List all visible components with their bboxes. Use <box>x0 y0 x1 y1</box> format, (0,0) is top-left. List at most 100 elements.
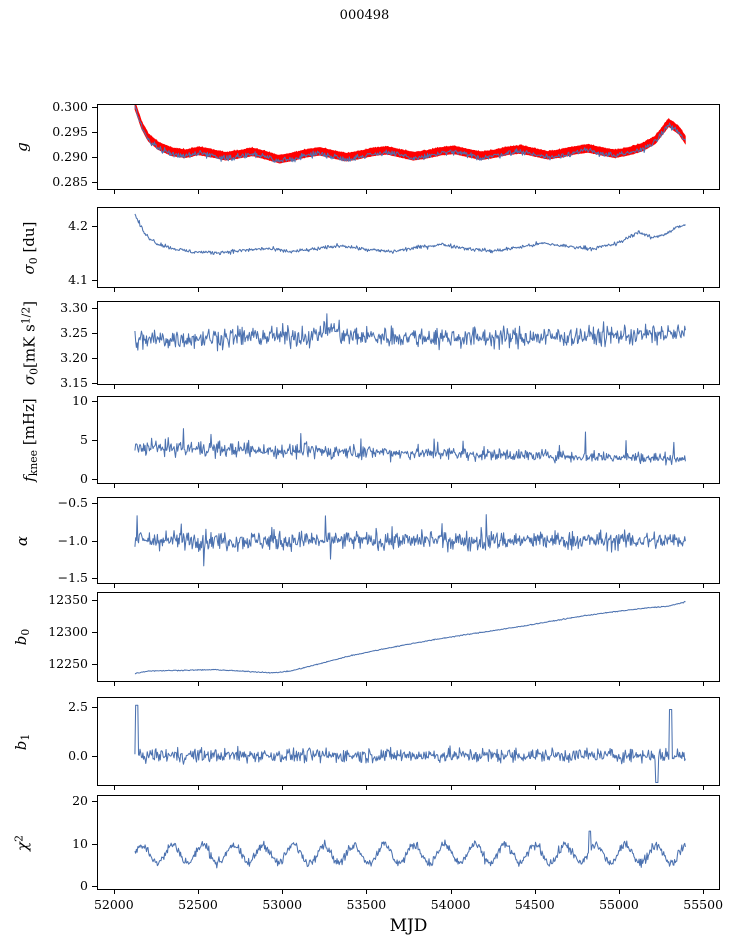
y-tick-mark <box>92 885 97 887</box>
x-tick-mark <box>534 190 536 194</box>
plot-panel-chi2 <box>97 795 720 890</box>
x-tick-mark <box>198 190 200 194</box>
y-tick-label-g-3: 0.300 <box>52 98 88 114</box>
x-tick-mark <box>619 385 621 389</box>
y-tick-label-f_knee-0: 0 <box>80 471 88 487</box>
x-tick-mark <box>282 584 284 588</box>
x-tick-mark <box>198 288 200 292</box>
y-tick-mark <box>92 706 97 708</box>
y-tick-label-sigma0_mK-2: 3.25 <box>60 325 88 341</box>
y-tick-mark <box>92 631 97 633</box>
y-tick-label-alpha-0: −1.5 <box>57 570 88 585</box>
x-tick-mark <box>450 584 452 588</box>
y-tick-mark <box>92 578 97 580</box>
data-line-alpha <box>134 514 686 567</box>
plot-panel-f_knee <box>97 396 720 484</box>
x-tick-mark <box>703 786 705 790</box>
y-tick-label-chi2-2: 20 <box>72 793 88 809</box>
error-band-red <box>134 105 686 164</box>
x-tick-mark <box>450 786 452 790</box>
x-tick-label-3: 53500 <box>346 897 387 912</box>
y-tick-mark <box>92 801 97 803</box>
x-tick-label-5: 54500 <box>514 897 555 912</box>
y-tick-mark <box>92 106 97 108</box>
x-axis-label: MJD <box>389 916 428 936</box>
x-tick-mark <box>619 484 621 488</box>
y-tick-mark <box>92 599 97 601</box>
data-line-f_knee <box>134 428 686 466</box>
x-tick-mark <box>703 484 705 488</box>
y-tick-label-b0-0: 12250 <box>48 656 88 671</box>
x-tick-mark <box>282 786 284 790</box>
y-tick-label-sigma0_mK-3: 3.30 <box>60 300 88 316</box>
x-tick-mark <box>366 288 368 292</box>
x-tick-mark <box>198 584 200 588</box>
x-tick-mark <box>450 190 452 194</box>
x-tick-mark <box>198 786 200 790</box>
x-tick-mark <box>619 190 621 194</box>
x-tick-mark <box>703 890 705 894</box>
plot-panel-sigma0_mK <box>97 301 720 385</box>
y-tick-label-sigma0_du-0: 4.1 <box>68 271 88 287</box>
x-tick-label-2: 53000 <box>262 897 303 912</box>
x-tick-mark <box>703 385 705 389</box>
plot-panel-b1 <box>97 697 720 786</box>
x-tick-mark <box>619 584 621 588</box>
x-tick-label-4: 54000 <box>430 897 471 912</box>
x-tick-mark <box>113 484 115 488</box>
data-line-b1 <box>134 704 686 784</box>
x-tick-label-1: 52500 <box>178 897 218 912</box>
x-tick-mark <box>282 288 284 292</box>
figure-title: 000498 <box>339 8 390 23</box>
x-tick-mark <box>282 484 284 488</box>
x-tick-mark <box>113 584 115 588</box>
x-tick-mark <box>366 484 368 488</box>
y-tick-mark <box>92 182 97 184</box>
y-tick-mark <box>92 225 97 227</box>
plot-panel-g <box>97 104 720 190</box>
y-tick-label-b0-2: 12350 <box>48 591 88 607</box>
y-tick-mark <box>92 279 97 281</box>
x-tick-mark <box>450 484 452 488</box>
x-tick-mark <box>366 190 368 194</box>
plot-panel-sigma0_du <box>97 207 720 288</box>
data-line-b0 <box>134 600 686 675</box>
x-tick-mark <box>113 190 115 194</box>
y-tick-mark <box>92 755 97 757</box>
x-tick-mark <box>534 890 536 894</box>
x-tick-mark <box>366 385 368 389</box>
x-tick-mark <box>113 682 115 686</box>
plot-panel-b0 <box>97 592 720 682</box>
y-tick-mark <box>92 503 97 505</box>
x-tick-mark <box>366 584 368 588</box>
x-tick-mark <box>450 288 452 292</box>
x-tick-mark <box>534 786 536 790</box>
data-line-sigma0_du <box>134 213 686 256</box>
x-tick-mark <box>703 190 705 194</box>
y-tick-label-alpha-1: −1.0 <box>57 532 88 548</box>
x-tick-mark <box>534 385 536 389</box>
x-tick-mark <box>198 682 200 686</box>
x-tick-label-0: 52000 <box>93 897 134 912</box>
x-tick-mark <box>198 484 200 488</box>
y-tick-label-sigma0_mK-0: 3.15 <box>60 374 88 390</box>
y-tick-mark <box>92 308 97 310</box>
x-tick-mark <box>619 786 621 790</box>
y-tick-mark <box>92 843 97 845</box>
x-tick-mark <box>619 288 621 292</box>
y-tick-label-chi2-1: 10 <box>72 835 88 851</box>
y-tick-label-g-1: 0.290 <box>52 149 88 165</box>
y-tick-label-b1-0: 0.0 <box>68 747 88 763</box>
y-tick-mark <box>92 440 97 442</box>
plot-panel-alpha <box>97 497 720 584</box>
x-tick-mark <box>534 484 536 488</box>
x-tick-mark <box>282 890 284 894</box>
x-tick-mark <box>198 890 200 894</box>
x-tick-mark <box>113 786 115 790</box>
y-tick-label-f_knee-1: 5 <box>80 432 88 447</box>
x-tick-mark <box>619 682 621 686</box>
y-tick-label-f_knee-2: 10 <box>72 392 88 408</box>
x-tick-mark <box>703 682 705 686</box>
y-tick-mark <box>92 400 97 402</box>
